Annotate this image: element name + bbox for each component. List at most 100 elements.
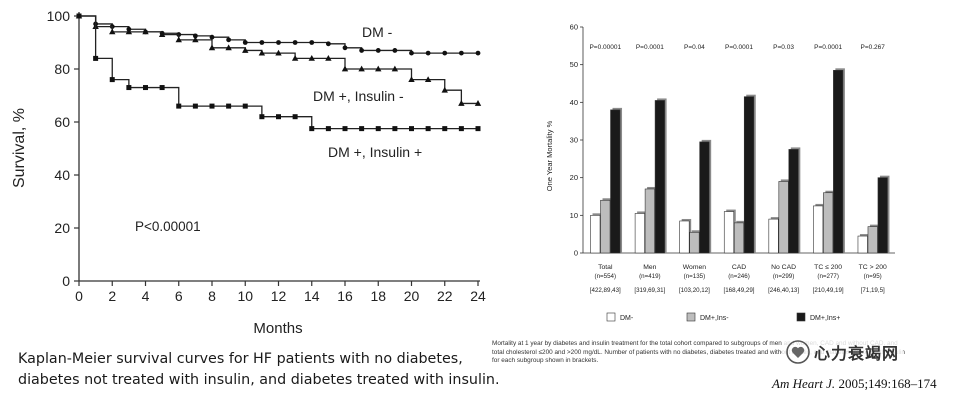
km-point-dm-plus-insulin-minus bbox=[142, 28, 149, 35]
bar-p-value: P=0.03 bbox=[773, 44, 794, 51]
km-x-tick-label: 20 bbox=[404, 288, 420, 304]
km-point-dm-plus-insulin-minus bbox=[225, 44, 232, 51]
km-caption-line-2: diabetes not treated with insulin, and d… bbox=[18, 372, 500, 388]
km-point-dm-minus bbox=[442, 50, 448, 56]
bar-dm-ins--4 bbox=[788, 149, 799, 254]
km-point-dm-plus-insulin-plus bbox=[342, 126, 348, 132]
bar-legend: DM- DM+,Ins- DM+,Ins+ bbox=[606, 312, 840, 322]
bar-y-tick-label: 20 bbox=[570, 173, 578, 182]
bar-y-tick-label: 10 bbox=[570, 211, 578, 220]
km-point-dm-plus-insulin-plus bbox=[425, 126, 431, 132]
bar-dm-ins--1 bbox=[644, 188, 655, 254]
bar-category-label: Women bbox=[683, 264, 707, 271]
bar-legend-label: DM- bbox=[620, 315, 634, 322]
km-point-dm-plus-insulin-plus bbox=[292, 114, 298, 120]
bar-dm-ins--5 bbox=[833, 70, 844, 254]
citation-journal: Am Heart J. bbox=[772, 376, 836, 391]
bar-legend-label: DM+,Ins- bbox=[700, 315, 729, 322]
bar-y-tick-label: 40 bbox=[570, 98, 578, 107]
km-point-dm-plus-insulin-plus bbox=[309, 126, 315, 132]
km-point-dm-minus bbox=[309, 40, 315, 45]
km-point-dm-plus-insulin-minus bbox=[125, 28, 133, 35]
bar-dm-ins--1 bbox=[654, 100, 665, 254]
bar-category-label: Total bbox=[598, 264, 613, 271]
bar-p-value: P=0.04 bbox=[684, 44, 705, 51]
km-point-dm-plus-insulin-plus bbox=[475, 126, 481, 132]
km-point-dm-plus-insulin-plus bbox=[409, 126, 414, 132]
km-x-tick-label: 0 bbox=[75, 288, 83, 304]
km-y-tick-label: 60 bbox=[54, 114, 70, 130]
km-point-dm-minus bbox=[192, 33, 198, 39]
km-y-tick-label: 80 bbox=[54, 61, 70, 77]
km-point-dm-plus-insulin-plus bbox=[359, 126, 365, 132]
bar-category-n: (n=419) bbox=[639, 273, 661, 280]
km-legend-dm-minus: DM - bbox=[362, 24, 393, 40]
bar-dm-ins--6 bbox=[867, 226, 878, 254]
km-point-dm-plus-insulin-minus bbox=[458, 100, 465, 106]
bar-y-axis-label: One Year Mortality % bbox=[545, 120, 554, 191]
km-y-tick-label: 40 bbox=[54, 167, 70, 183]
km-point-dm-plus-insulin-plus bbox=[442, 126, 448, 132]
km-y-tick-label: 0 bbox=[62, 273, 70, 289]
bar-dm-ins--2 bbox=[689, 231, 700, 254]
watermark: 心力衰竭网 bbox=[782, 339, 904, 365]
bar-dm-ins--4 bbox=[778, 181, 789, 254]
km-point-dm-plus-insulin-plus bbox=[143, 85, 148, 91]
km-point-dm-plus-insulin-minus bbox=[258, 49, 266, 56]
bar-dm-ins--0 bbox=[610, 109, 621, 254]
bar-category-n: (n=95) bbox=[864, 273, 882, 280]
km-point-dm-plus-insulin-plus bbox=[109, 77, 115, 83]
km-point-dm-plus-insulin-plus bbox=[259, 114, 265, 120]
km-point-dm-minus bbox=[475, 50, 481, 56]
km-point-dm-plus-insulin-minus bbox=[391, 65, 399, 72]
km-series-line-1 bbox=[79, 15, 478, 54]
km-point-dm-plus-insulin-plus bbox=[159, 85, 165, 91]
km-point-dm-minus bbox=[409, 50, 414, 56]
km-point-dm-minus bbox=[276, 40, 281, 45]
mortality-bar-chart: 0 10 20 30 40 50 60 P=0.00001 Total (n=554) [422,… bbox=[545, 23, 895, 322]
bar-category-breakdown: [246,40,13] bbox=[768, 287, 799, 294]
bar-dm-ins--2 bbox=[699, 141, 710, 254]
km-point-dm-plus-insulin-plus bbox=[192, 103, 198, 109]
km-point-dm-minus bbox=[226, 37, 232, 43]
km-point-dm-minus bbox=[292, 40, 298, 45]
km-point-dm-plus-insulin-minus bbox=[325, 55, 332, 61]
citation: Am Heart J. 2005;149:168–174 bbox=[772, 376, 937, 392]
bar-dm--3 bbox=[723, 211, 735, 254]
km-point-dm-plus-insulin-minus bbox=[341, 65, 349, 72]
bar-dm--4 bbox=[768, 218, 779, 254]
bar-category-label: Men bbox=[643, 264, 656, 271]
km-point-dm-minus bbox=[325, 41, 331, 47]
citation-details: 2005;149:168–174 bbox=[835, 376, 937, 391]
km-x-tick-label: 6 bbox=[175, 288, 183, 304]
km-point-dm-plus-insulin-minus bbox=[275, 49, 282, 56]
watermark-text: 心力衰竭网 bbox=[814, 344, 900, 363]
bar-dm--5 bbox=[813, 205, 824, 254]
km-point-dm-plus-insulin-plus bbox=[126, 85, 132, 91]
bar-dm-ins--6 bbox=[877, 177, 888, 254]
km-x-tick-label: 16 bbox=[337, 288, 353, 304]
bar-marks-group bbox=[590, 68, 890, 254]
bar-legend-swatch bbox=[686, 312, 696, 322]
km-x-tick-label: 8 bbox=[208, 288, 216, 304]
km-x-tick-label: 10 bbox=[237, 288, 253, 304]
km-y-tick-label: 20 bbox=[54, 220, 70, 236]
km-point-dm-plus-insulin-minus bbox=[375, 65, 382, 72]
km-x-tick-label: 24 bbox=[470, 288, 486, 304]
bar-category-n: (n=135) bbox=[684, 273, 706, 280]
km-x-tick-label: 12 bbox=[271, 288, 287, 304]
bar-caption-line-2: total cholesterol ≤200 and >200 mg/dL. N… bbox=[492, 348, 905, 356]
bar-p-value: P=0.0001 bbox=[725, 44, 753, 51]
bar-dm--6 bbox=[857, 235, 868, 254]
km-point-dm-plus-insulin-minus bbox=[175, 36, 182, 43]
km-series-group bbox=[75, 12, 482, 132]
km-x-tick-label: 4 bbox=[142, 288, 150, 304]
bar-p-value: P=0.267 bbox=[861, 44, 886, 51]
bar-category-n: (n=554) bbox=[595, 273, 617, 280]
km-y-axis-label: Survival, % bbox=[11, 108, 28, 188]
km-point-dm-plus-insulin-plus bbox=[93, 55, 99, 61]
km-legend-dm-plus-insulin-minus: DM +, Insulin - bbox=[313, 88, 404, 104]
km-x-axis-label: Months bbox=[253, 320, 302, 337]
